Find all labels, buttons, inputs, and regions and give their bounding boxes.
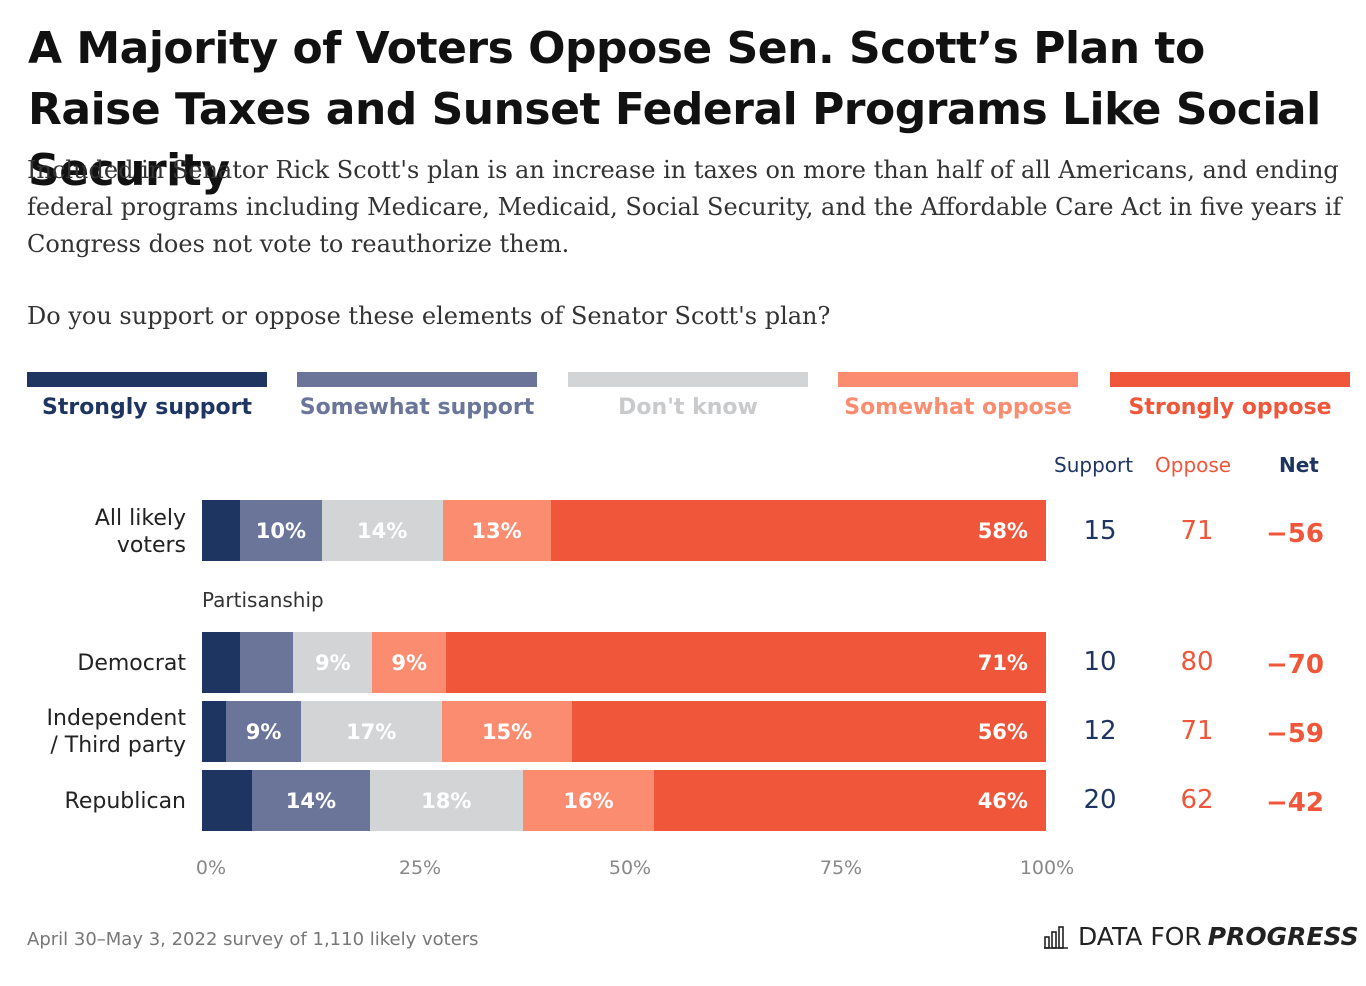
data-label: 10% [255,518,307,543]
oppose-value: 71 [1180,516,1214,546]
brand-prefix: DATA FOR [1078,922,1202,951]
x-tick-label: 25% [398,857,442,879]
section-label-partisanship: Partisanship [202,588,324,612]
data-label: 58% [977,518,1028,543]
row-label-republican: Republican [64,789,186,814]
chart-title: A Majority of Voters Oppose Sen. Scott’s… [28,23,1321,196]
stacked-bar-all-likely-voters: 10% 14% 13% 58% [202,500,1046,561]
bar-segment-somewhat-support [239,632,294,693]
net-value: −59 [1266,719,1324,749]
oppose-value: 62 [1180,785,1214,815]
brand-logo: DATA FOR PROGRESS [1044,922,1359,951]
bar-segment-strongly-support [202,632,240,693]
chart-subtitle: Included in Senator Rick Scott's plan is… [27,156,1342,258]
data-label: 17% [346,719,397,744]
bar-segment-strongly-support [202,500,240,561]
legend-label: Strongly oppose [1128,395,1332,420]
legend-item-strongly-oppose: Strongly oppose [1110,372,1350,420]
net-value: −70 [1266,650,1324,680]
bar-segment-strongly-support [202,770,252,831]
x-tick-label: 75% [819,857,863,879]
bar-segment-somewhat-oppose: 9% [372,632,446,693]
x-tick-label: 50% [608,857,652,879]
bar-segment-strongly-oppose: 56% [572,701,1046,762]
data-label: 9% [245,719,282,744]
net-column-header: Net [1279,453,1319,477]
support-column-header: Support [1054,453,1134,477]
bar-segment-strongly-support [202,701,227,762]
data-label: 18% [421,788,472,813]
legend-swatch [297,372,537,387]
data-label: 16% [563,788,614,813]
stacked-bar-independent: 9% 17% 15% 56% [202,701,1046,762]
legend-label: Don't know [618,395,758,420]
survey-footnote: April 30–May 3, 2022 survey of 1,110 lik… [27,929,479,950]
legend-swatch [838,372,1078,387]
support-value: 20 [1083,785,1117,815]
x-tick-label: 0% [195,857,227,879]
data-label: 71% [977,650,1028,675]
legend-label: Somewhat oppose [844,395,1072,420]
data-label: 14% [357,518,408,543]
bar-segment-strongly-oppose: 46% [654,770,1046,831]
data-label: 56% [977,719,1028,744]
bar-segment-strongly-oppose: 71% [445,632,1046,693]
bar-segment-dont-know: 17% [300,701,442,762]
bar-segment-somewhat-support: 14% [251,770,370,831]
bar-segment-dont-know: 9% [293,632,373,693]
data-label: 13% [471,518,522,543]
legend-label: Somewhat support [299,395,535,420]
row-label-all-likely-voters: All likely voters [94,506,186,558]
row-label-democrat: Democrat [77,651,186,676]
legend-item-strongly-support: Strongly support [27,372,267,420]
oppose-column-header: Oppose [1155,453,1232,477]
oppose-value: 80 [1180,647,1214,677]
bar-segment-somewhat-oppose: 16% [522,770,655,831]
data-label: 9% [391,650,427,675]
bar-chart-icon [1044,925,1068,949]
bar-segment-dont-know: 18% [369,770,523,831]
support-value: 10 [1083,647,1117,677]
oppose-value: 71 [1180,716,1214,746]
legend-swatch [1110,372,1350,387]
brand-strong: PROGRESS [1207,922,1359,951]
bar-segment-somewhat-oppose: 13% [442,500,551,561]
legend-swatch [568,372,808,387]
legend-label: Strongly support [41,395,252,420]
survey-question: Do you support or oppose these elements … [27,302,831,330]
bar-segment-dont-know: 14% [321,500,443,561]
bar-segment-somewhat-oppose: 15% [441,701,573,762]
stacked-bar-democrat: 9% 9% 71% [202,632,1046,693]
bar-segment-somewhat-support: 9% [226,701,301,762]
bar-segment-somewhat-support: 10% [239,500,322,561]
net-value: −56 [1266,519,1324,549]
legend-item-dont-know: Don't know [568,372,808,420]
data-label: 14% [285,788,336,813]
data-label: 15% [481,719,533,744]
data-label: 46% [977,788,1028,813]
stacked-bar-republican: 14% 18% 16% 46% [202,770,1046,831]
data-label: 9% [314,650,351,675]
support-value: 15 [1083,516,1117,546]
bar-segment-strongly-oppose: 58% [550,500,1046,561]
legend-swatch [27,372,267,387]
support-value: 12 [1083,716,1117,746]
x-tick-label: 100% [1019,857,1075,879]
legend-item-somewhat-support: Somewhat support [297,372,537,420]
net-value: −42 [1266,788,1324,818]
legend-item-somewhat-oppose: Somewhat oppose [838,372,1078,420]
row-label-independent: Independent / Third party [46,706,186,758]
